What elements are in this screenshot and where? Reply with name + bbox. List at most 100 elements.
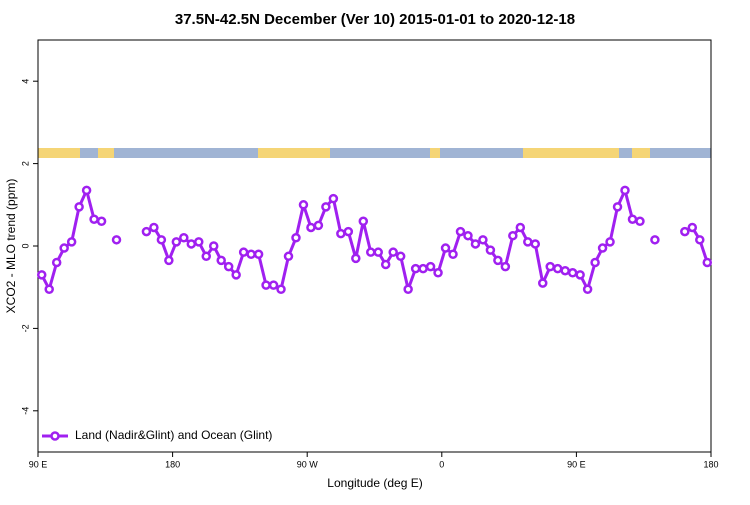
data-point [44,284,54,295]
data-point [111,235,122,245]
land-ocean-strip [38,148,711,158]
data-point [485,245,496,255]
x-tick-label: 90 E [29,459,48,469]
data-point [59,243,69,253]
data-point [440,243,451,253]
legend-marker [50,431,60,441]
data-point [590,257,600,268]
data-point [179,233,189,243]
data-point [208,241,219,251]
land-strip [98,148,114,158]
data-point [66,237,77,247]
data-point [575,270,585,280]
y-axis-label: XCO2 - MLO trend (ppm) [4,179,18,314]
data-point [523,237,533,247]
data-point [448,249,458,259]
data-point [605,237,615,247]
data-point [366,247,376,257]
x-tick-label: 90 W [297,459,319,469]
data-point [388,247,398,257]
data-point [545,261,555,272]
y-tick-label: 2 [20,161,30,166]
data-point [455,226,466,237]
data-point [463,230,473,241]
data-point [695,235,705,245]
data-point [238,247,249,257]
data-point [612,202,623,212]
data-point [358,216,369,227]
data-point [530,239,541,249]
data-point [291,233,301,243]
data-point [597,243,608,253]
y-tick-label: 0 [20,243,30,248]
data-point [433,268,443,278]
data-point [702,257,713,268]
data-point [410,263,421,274]
y-tick-label: -4 [20,407,30,415]
data-point [403,284,413,295]
data-point [313,220,324,231]
data-point [336,228,346,239]
data-point [493,255,503,266]
data-point [470,239,481,249]
data-point [500,261,511,272]
data-point [328,193,339,204]
data-point [380,259,391,270]
data-point [141,226,152,237]
data-point [96,216,107,227]
data-point [261,280,271,290]
data-point [223,261,234,272]
data-point [627,214,638,224]
data-point [538,278,548,288]
data-point [89,214,99,224]
data-point [81,185,92,196]
data-point [343,226,354,237]
data-point [321,202,331,212]
legend-label: Land (Nadir&Glint) and Ocean (Glint) [75,428,272,442]
data-point [306,222,316,233]
data-point [567,268,578,278]
data-point [36,270,47,280]
land-strip [38,148,80,158]
data-point [276,284,286,295]
chart-title: 37.5N-42.5N December (Ver 10) 2015-01-01… [175,11,575,28]
data-point [560,265,570,276]
data-point [216,255,226,266]
data-point [351,253,361,264]
data-point [253,249,264,259]
data-point [635,216,645,227]
data-point [164,255,174,266]
data-point [552,263,563,274]
data-point [680,226,690,237]
data-point [51,257,62,268]
data-point [156,235,167,245]
land-strip [632,148,650,158]
data-point [268,280,279,290]
data-point [298,200,309,210]
data-point [149,222,159,233]
x-tick-label: 90 E [567,459,586,469]
land-strip [523,148,619,158]
data-point [373,247,383,257]
data-point [74,202,84,212]
data-point [478,235,488,245]
y-tick-label: -2 [20,324,30,332]
data-point [395,251,406,262]
x-tick-label: 180 [165,459,180,469]
data-point [425,261,436,272]
data-point [171,237,182,247]
data-point [508,230,518,241]
data-point [194,237,204,247]
data-point [418,263,428,274]
data-point [687,222,698,233]
x-tick-label: 0 [439,459,444,469]
data-point [650,235,660,245]
data-point [231,270,241,280]
land-strip [258,148,330,158]
ocean-strip [38,148,711,158]
data-point [201,251,211,262]
data-point [246,249,256,259]
x-tick-label: 180 [703,459,718,469]
data-point [582,284,593,295]
